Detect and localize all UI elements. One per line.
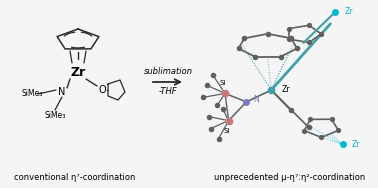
Text: O: O xyxy=(98,85,106,95)
Text: SiMe₃: SiMe₃ xyxy=(22,89,43,99)
Text: -THF: -THF xyxy=(159,86,177,96)
Text: Zr: Zr xyxy=(352,140,360,149)
Text: unprecedented μ-η⁷:η²-coordination: unprecedented μ-η⁷:η²-coordination xyxy=(214,174,366,183)
Text: N: N xyxy=(58,87,66,97)
Text: Zr: Zr xyxy=(281,86,290,95)
Text: sublimation: sublimation xyxy=(144,67,192,77)
Text: Si: Si xyxy=(220,80,226,86)
Text: Si: Si xyxy=(223,128,230,134)
Text: N: N xyxy=(253,95,259,104)
Text: conventional η⁷-coordination: conventional η⁷-coordination xyxy=(14,174,136,183)
Text: Zr: Zr xyxy=(344,7,353,16)
Text: Zr: Zr xyxy=(70,67,86,80)
Text: SiMe₃: SiMe₃ xyxy=(44,111,66,120)
